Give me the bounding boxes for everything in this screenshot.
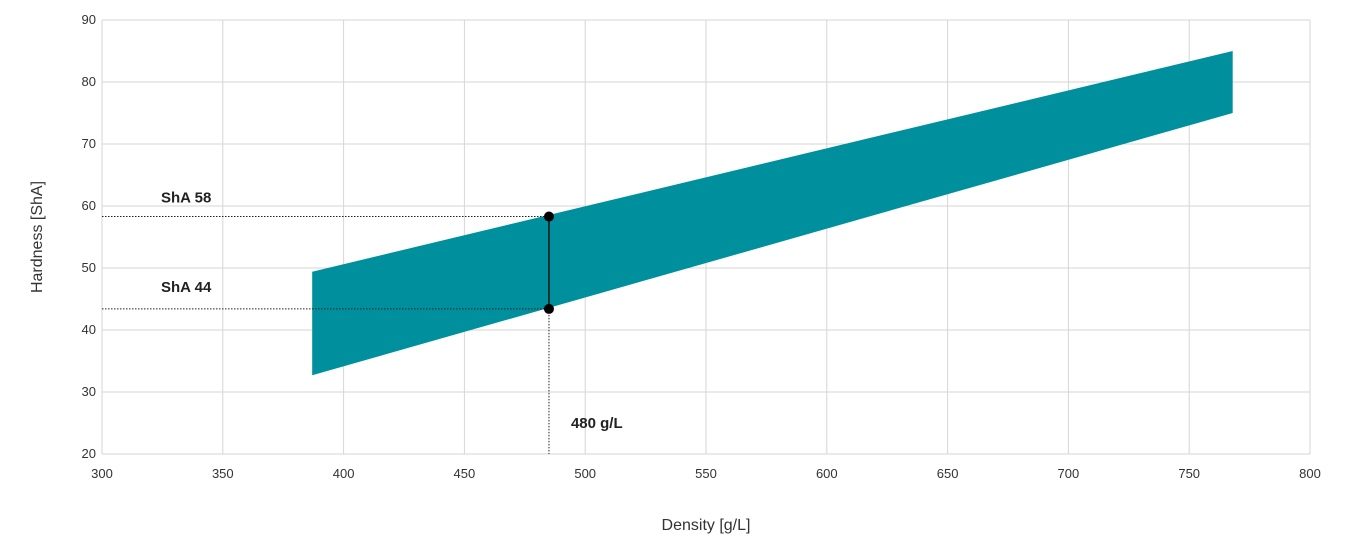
marker-sha44 xyxy=(543,303,554,314)
band-layer xyxy=(312,51,1233,376)
x-tick-label: 400 xyxy=(333,466,355,481)
x-tick-label: 650 xyxy=(937,466,959,481)
y-axis-label: Hardness [ShA] xyxy=(29,181,46,293)
marker-sha58 xyxy=(543,211,554,222)
hardness-band xyxy=(312,51,1233,376)
x-tick-labels: 300 350 400 450 500 550 600 650 700 750 800 xyxy=(91,466,1321,481)
x-tick-label: 600 xyxy=(816,466,838,481)
x-tick-label: 750 xyxy=(1178,466,1200,481)
y-tick-label: 70 xyxy=(82,136,96,151)
y-tick-label: 60 xyxy=(82,198,96,213)
x-tick-label: 550 xyxy=(695,466,717,481)
y-tick-label: 50 xyxy=(82,260,96,275)
annotation-sha44: ShA 44 xyxy=(161,279,212,296)
y-tick-label: 40 xyxy=(82,322,96,337)
y-tick-label: 30 xyxy=(82,384,96,399)
y-tick-label: 20 xyxy=(82,446,96,461)
annotation-density: 480 g/L xyxy=(571,415,623,432)
x-tick-label: 350 xyxy=(212,466,234,481)
x-tick-label: 300 xyxy=(91,466,113,481)
guide-layer: ShA 58 ShA 44 480 g/L xyxy=(102,190,623,454)
x-tick-label: 500 xyxy=(574,466,596,481)
x-tick-label: 700 xyxy=(1058,466,1080,481)
x-tick-label: 450 xyxy=(454,466,476,481)
y-tick-label: 80 xyxy=(82,74,96,89)
x-tick-label: 800 xyxy=(1299,466,1321,481)
y-tick-labels: 20 30 40 50 60 70 80 90 xyxy=(82,12,96,461)
y-tick-label: 90 xyxy=(82,12,96,27)
x-axis-label: Density [g/L] xyxy=(662,517,751,534)
annotation-sha58: ShA 58 xyxy=(161,190,211,207)
grid xyxy=(101,19,1311,455)
